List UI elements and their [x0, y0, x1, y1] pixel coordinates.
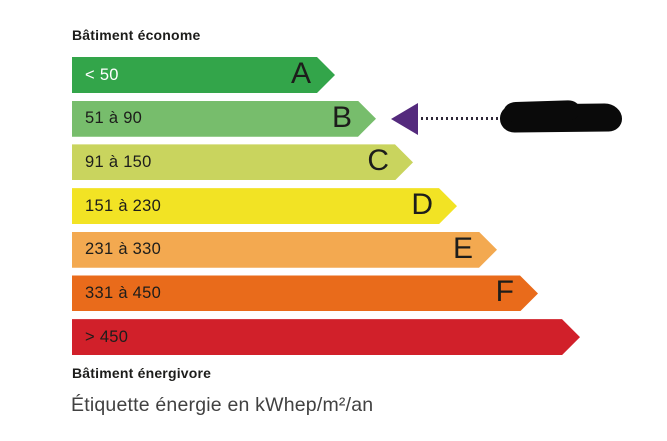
band-row-c: 91 à 150 C [72, 144, 413, 180]
band-range: 231 à 330 [85, 240, 162, 259]
band-range: 91 à 150 [85, 152, 152, 171]
band-range: 331 à 450 [85, 283, 162, 302]
dotted-leader-line [421, 117, 498, 120]
band-row-d: 151 à 230 D [72, 188, 457, 224]
band-row-g: > 450 [72, 319, 580, 355]
band-letter: B [331, 100, 352, 134]
top-label: Bâtiment économe [72, 27, 201, 43]
band-range: > 450 [85, 327, 129, 346]
band-row-a: < 50 A [72, 57, 335, 93]
band-letter: A [290, 57, 311, 90]
chart-caption: Étiquette énergie en kWhep/m²/an [71, 394, 374, 416]
rating-arrow-icon [391, 103, 418, 135]
band-letter: C [367, 144, 389, 178]
band-row-f: 331 à 450 F [72, 275, 538, 311]
energy-bands: < 50 A 51 à 90 B 91 à 150 C 151 à 230 D … [72, 57, 580, 363]
band-letter: D [411, 188, 433, 222]
band-row-e: 231 à 330 E [72, 232, 497, 268]
band-letter: F [495, 275, 514, 309]
band-letter: E [452, 231, 473, 265]
band-row-b: 51 à 90 B [72, 101, 376, 137]
band-range: 51 à 90 [85, 109, 143, 128]
band-range: 151 à 230 [85, 196, 162, 215]
redacted-value-blob [499, 103, 623, 133]
band-range: < 50 [85, 65, 119, 84]
bottom-label: Bâtiment énergivore [72, 365, 212, 381]
